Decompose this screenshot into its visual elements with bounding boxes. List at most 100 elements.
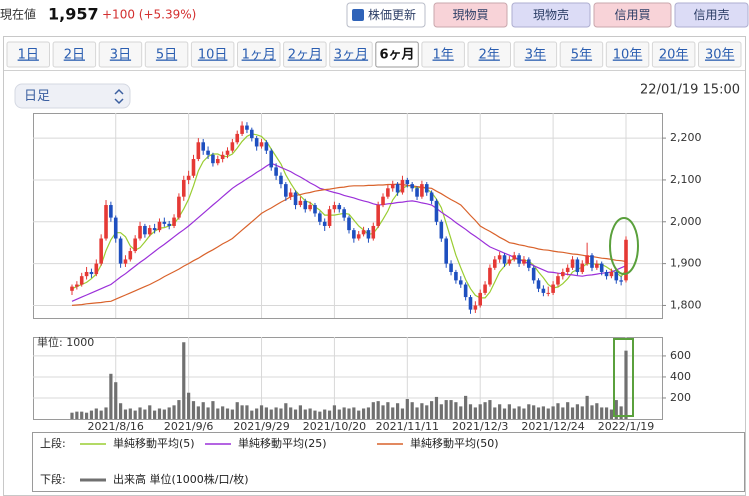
volume-bar: [570, 407, 575, 419]
candle-body: [332, 205, 337, 210]
tab-label[interactable]: 3日: [110, 48, 131, 63]
buy-button[interactable]: 現物買: [433, 2, 508, 28]
button-label[interactable]: 信用買: [614, 8, 650, 22]
button-label[interactable]: 株価更新: [368, 7, 416, 22]
price-plot-frame: [33, 113, 663, 319]
y-tick-label: 200: [670, 391, 691, 404]
candle-body: [585, 255, 589, 264]
volume-bar: [556, 403, 560, 419]
volume-bar: [293, 409, 298, 419]
candle-body: [118, 238, 123, 264]
tab[interactable]: [98, 41, 143, 68]
candle-body: [565, 267, 570, 272]
volume-bar: [264, 407, 268, 419]
volume-bar: [138, 407, 142, 419]
tab[interactable]: [421, 41, 465, 68]
candle-body: [590, 255, 594, 268]
volume-bar: [376, 401, 380, 419]
tab[interactable]: [6, 41, 50, 68]
volume-bar: [400, 408, 405, 419]
tab-label[interactable]: 5年: [571, 48, 592, 63]
volume-bar: [566, 402, 570, 419]
volume-bar: [308, 408, 312, 419]
tab[interactable]: [190, 41, 235, 68]
volume-bar: [527, 404, 531, 419]
candle-body: [517, 255, 521, 264]
margin-buy-button[interactable]: 信用買: [593, 2, 672, 28]
y-tick-label: 2,000: [670, 215, 702, 228]
candle-body: [580, 263, 585, 272]
tab[interactable]: [651, 41, 696, 68]
tab[interactable]: [467, 41, 511, 68]
tab-label[interactable]: 20年: [659, 48, 689, 63]
tab-label[interactable]: 2年: [479, 48, 500, 63]
interval-select[interactable]: 日足: [14, 83, 131, 109]
update-button[interactable]: 株価更新: [346, 2, 426, 28]
price-change: +100 (+5.39%): [102, 8, 196, 22]
volume-bar: [614, 400, 618, 419]
candle-body: [318, 213, 322, 222]
candle-body: [531, 267, 536, 281]
tab[interactable]: [513, 41, 558, 68]
tab[interactable]: [144, 41, 189, 68]
highlight-box: [613, 338, 634, 417]
volume-bar: [551, 406, 555, 419]
candle-body: [570, 259, 575, 268]
tab-label[interactable]: 1日: [18, 48, 39, 63]
tab[interactable]: [237, 41, 281, 68]
sell-button[interactable]: 現物売: [511, 2, 591, 28]
tab[interactable]: [52, 41, 97, 68]
tab-label[interactable]: 1年: [433, 48, 454, 63]
volume-bar: [366, 407, 371, 419]
candle-body: [274, 167, 278, 176]
tab-label[interactable]: 5日: [156, 48, 177, 63]
candle-body: [415, 188, 419, 197]
legend-row-label: 下段:: [40, 472, 66, 486]
y-tick-label: 400: [670, 370, 691, 383]
tab-label[interactable]: 1ヶ月: [242, 48, 276, 63]
legend-label: 出来高 単位(1000株/口/枚): [113, 472, 249, 486]
volume-bar: [123, 409, 128, 419]
volume-bar: [590, 405, 594, 419]
button-label[interactable]: 現物買: [452, 8, 488, 22]
tab-label[interactable]: 2ヶ月: [288, 48, 322, 63]
volume-bar: [464, 395, 468, 419]
tab-label[interactable]: 6ヶ月: [380, 48, 415, 63]
tab-label[interactable]: 30年: [705, 48, 735, 63]
tab[interactable]: [375, 41, 419, 68]
candle-body: [181, 179, 186, 197]
tab-label[interactable]: 3ヶ月: [334, 48, 368, 63]
tab[interactable]: [329, 41, 373, 68]
tab-label[interactable]: 10年: [613, 48, 643, 63]
volume-bar: [225, 408, 230, 419]
volume-bar: [420, 403, 424, 419]
tab[interactable]: [605, 41, 650, 68]
tab-label[interactable]: 2日: [64, 48, 85, 63]
volume-bar: [327, 410, 332, 419]
tab[interactable]: [283, 41, 327, 68]
tab-label[interactable]: 10日: [198, 48, 228, 63]
candle-body: [220, 154, 225, 160]
volume-bar: [298, 405, 303, 419]
interval-label[interactable]: 日足: [24, 89, 50, 104]
candle-body: [308, 205, 312, 210]
volume-bar: [512, 408, 516, 419]
candle-body: [123, 259, 128, 264]
volume-bar: [250, 410, 254, 419]
margin-sell-button[interactable]: 信用売: [674, 2, 749, 28]
candle-body: [186, 175, 191, 180]
candle-body: [478, 292, 483, 306]
legend-label: 単純移動平均(25): [238, 436, 327, 450]
volume-bar: [245, 405, 249, 419]
button-label[interactable]: 現物売: [533, 7, 569, 22]
volume-bar: [177, 400, 181, 419]
button-label[interactable]: 信用売: [693, 7, 729, 22]
tab[interactable]: [698, 41, 742, 68]
volume-bar: [162, 409, 166, 419]
x-tick-label: 2021/11/11: [376, 420, 439, 433]
volume-bar: [133, 410, 137, 419]
tab[interactable]: [559, 41, 604, 68]
volume-bar: [221, 406, 225, 419]
tab-label[interactable]: 3年: [525, 48, 546, 63]
candle-body: [424, 184, 429, 193]
